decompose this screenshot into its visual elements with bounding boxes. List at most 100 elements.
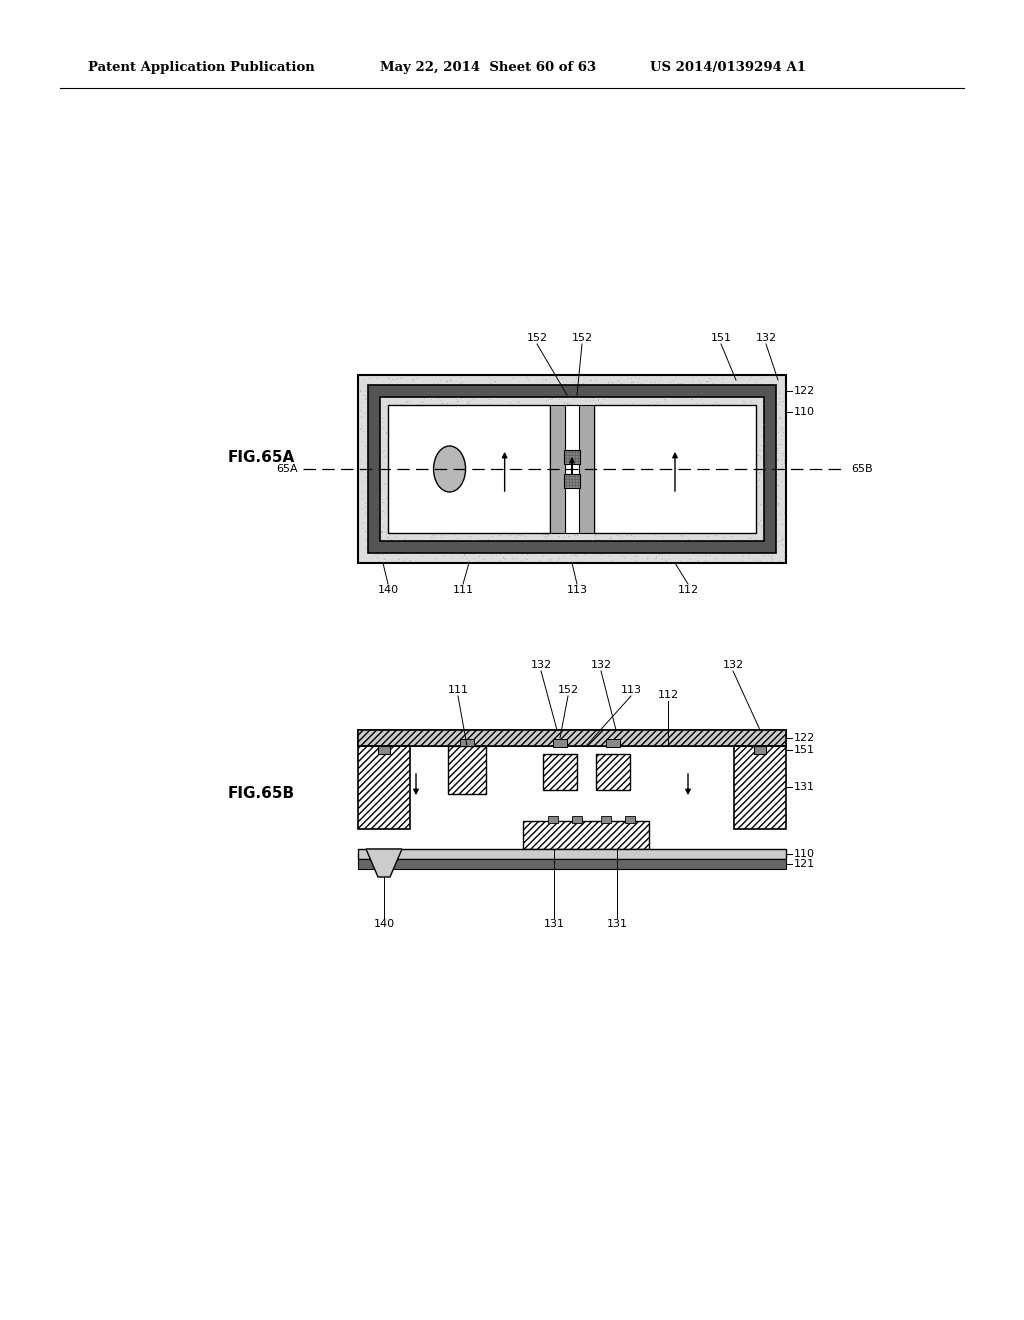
Point (592, 447, 608, 469)
Point (501, 399, 517, 420)
Point (379, 383, 395, 404)
Point (428, 401, 444, 422)
Point (370, 488, 386, 510)
Point (406, 457, 422, 478)
Point (580, 521, 596, 543)
Point (408, 470, 424, 491)
Point (523, 525, 540, 546)
Point (682, 454, 698, 475)
Point (624, 511, 640, 532)
Point (610, 527, 627, 548)
Point (451, 477, 467, 498)
Point (396, 541, 413, 562)
Point (711, 466, 727, 487)
Point (529, 414, 546, 436)
Point (649, 418, 666, 440)
Point (442, 454, 459, 475)
Point (467, 425, 483, 446)
Point (726, 479, 742, 500)
Point (538, 447, 554, 469)
Point (555, 417, 571, 438)
Point (494, 524, 510, 545)
Point (415, 392, 431, 413)
Point (526, 470, 543, 491)
Point (453, 379, 469, 400)
Point (610, 486, 627, 507)
Point (456, 434, 472, 455)
Point (629, 524, 645, 545)
Point (541, 488, 557, 510)
Point (569, 467, 586, 488)
Point (588, 404, 604, 425)
Point (460, 482, 476, 503)
Point (587, 374, 603, 395)
Point (441, 370, 458, 391)
Point (665, 442, 681, 463)
Point (647, 535, 664, 556)
Point (642, 412, 658, 433)
Point (637, 428, 653, 449)
Point (456, 510, 472, 531)
Point (465, 529, 481, 550)
Point (508, 480, 524, 502)
Point (354, 480, 371, 502)
Point (532, 451, 549, 473)
Point (420, 444, 436, 465)
Text: 131: 131 (606, 919, 628, 929)
Point (485, 500, 502, 521)
Point (497, 470, 513, 491)
Point (494, 391, 510, 412)
Point (638, 499, 654, 520)
Point (554, 545, 570, 566)
Point (627, 521, 643, 543)
Point (733, 549, 750, 570)
Point (673, 479, 689, 500)
Point (674, 396, 690, 417)
Point (578, 473, 594, 494)
Point (437, 397, 454, 418)
Point (473, 447, 489, 469)
Point (391, 447, 408, 469)
Point (624, 500, 640, 521)
Point (703, 434, 720, 455)
Point (522, 520, 539, 541)
Point (652, 502, 669, 523)
Point (672, 469, 688, 490)
Point (505, 478, 521, 499)
Point (476, 482, 493, 503)
Point (531, 519, 548, 540)
Point (473, 498, 489, 519)
Point (659, 420, 676, 441)
Point (738, 484, 755, 506)
Point (665, 496, 681, 517)
Point (404, 368, 421, 389)
Point (374, 488, 390, 510)
Point (498, 384, 514, 405)
Point (753, 425, 769, 446)
Point (398, 426, 415, 447)
Point (443, 407, 460, 428)
Point (379, 444, 395, 465)
Point (696, 422, 713, 444)
Point (772, 550, 788, 572)
Point (641, 500, 657, 521)
Point (669, 480, 685, 502)
Point (744, 504, 761, 525)
Point (723, 482, 739, 503)
Point (727, 492, 743, 513)
Point (547, 413, 563, 434)
Point (750, 475, 766, 496)
Point (392, 414, 409, 436)
Point (627, 545, 643, 566)
Text: 111: 111 (447, 685, 469, 696)
Point (492, 408, 508, 429)
Point (494, 536, 510, 557)
Point (737, 457, 754, 478)
Point (590, 502, 606, 523)
Point (690, 469, 707, 490)
Point (416, 426, 432, 447)
Point (450, 408, 466, 429)
Point (611, 506, 628, 527)
Point (657, 473, 674, 494)
Point (634, 445, 650, 466)
